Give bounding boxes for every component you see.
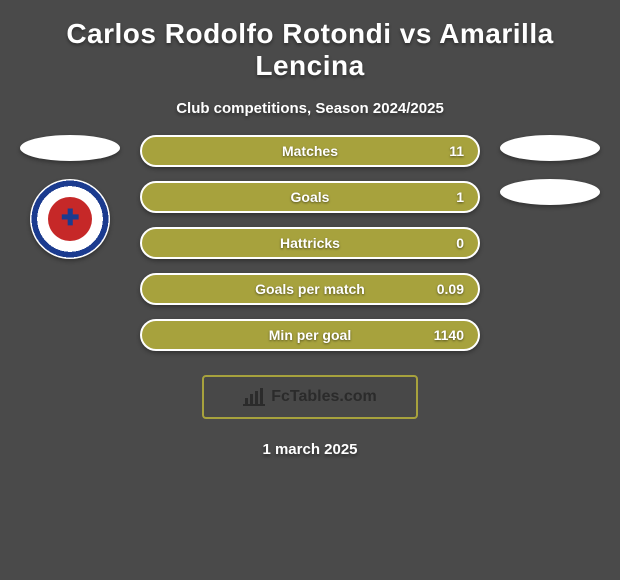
right-player-avatar xyxy=(500,135,600,161)
stat-row-matches: Matches 11 xyxy=(140,135,480,167)
left-player-column xyxy=(18,135,122,259)
stat-value: 1140 xyxy=(434,327,464,343)
page-title: Carlos Rodolfo Rotondi vs Amarilla Lenci… xyxy=(0,0,620,90)
brand-chart-icon xyxy=(243,388,265,406)
stat-value: 0 xyxy=(456,235,464,251)
brand-watermark: FcTables.com xyxy=(202,375,418,419)
comparison-container: Matches 11 Goals 1 Hattricks 0 Goals per… xyxy=(0,135,620,351)
stat-value: 11 xyxy=(449,143,464,159)
right-player-column xyxy=(498,135,602,205)
left-player-avatar xyxy=(20,135,120,161)
stat-row-goals-per-match: Goals per match 0.09 xyxy=(140,273,480,305)
stat-row-hattricks: Hattricks 0 xyxy=(140,227,480,259)
left-club-badge-icon xyxy=(30,179,110,259)
subtitle: Club competitions, Season 2024/2025 xyxy=(0,90,620,135)
stat-label: Hattricks xyxy=(280,235,340,251)
stat-label: Min per goal xyxy=(269,327,351,343)
stat-label: Matches xyxy=(282,143,338,159)
brand-text: FcTables.com xyxy=(271,388,377,406)
stats-column: Matches 11 Goals 1 Hattricks 0 Goals per… xyxy=(140,135,480,351)
stat-value: 1 xyxy=(456,189,464,205)
footer-date: 1 march 2025 xyxy=(0,419,620,458)
stat-row-goals: Goals 1 xyxy=(140,181,480,213)
right-club-placeholder xyxy=(500,179,600,205)
stat-row-min-per-goal: Min per goal 1140 xyxy=(140,319,480,351)
stat-label: Goals xyxy=(291,189,330,205)
stat-value: 0.09 xyxy=(437,281,464,297)
stat-label: Goals per match xyxy=(255,281,365,297)
